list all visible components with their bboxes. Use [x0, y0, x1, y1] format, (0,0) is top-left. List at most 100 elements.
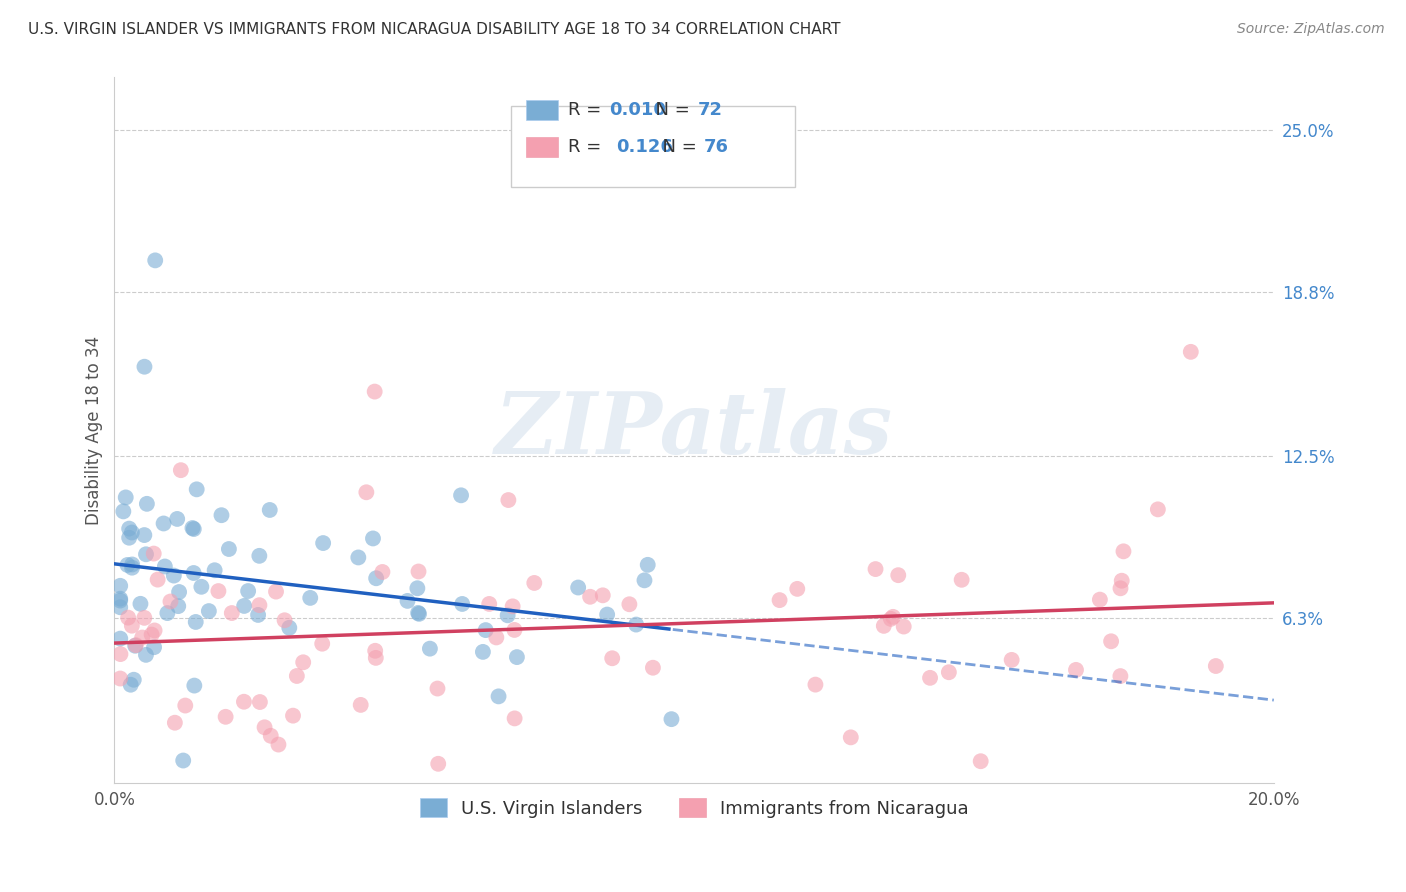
- Point: [108, 591, 131, 606]
- Point: [1112, 544, 1135, 558]
- Point: [163, 568, 186, 582]
- Point: [211, 508, 233, 523]
- Point: [839, 731, 862, 745]
- Point: [143, 624, 166, 638]
- Point: [918, 671, 941, 685]
- Point: [887, 568, 910, 582]
- Point: [1147, 502, 1170, 516]
- Point: [163, 715, 186, 730]
- Point: [134, 611, 156, 625]
- Point: [600, 651, 623, 665]
- Point: [281, 708, 304, 723]
- Point: [142, 547, 165, 561]
- FancyBboxPatch shape: [526, 137, 558, 157]
- Point: [247, 607, 270, 622]
- Point: [249, 695, 271, 709]
- Point: [214, 710, 236, 724]
- Point: [363, 384, 385, 399]
- Point: [249, 598, 271, 612]
- Point: [496, 608, 519, 623]
- Point: [641, 661, 664, 675]
- Point: [880, 612, 903, 626]
- Point: [167, 585, 190, 599]
- Point: [406, 581, 429, 595]
- Point: [183, 679, 205, 693]
- Point: [118, 531, 141, 545]
- Point: [396, 594, 419, 608]
- Point: [485, 631, 508, 645]
- Point: [596, 607, 619, 622]
- Point: [121, 618, 143, 632]
- Point: [1111, 574, 1133, 588]
- Point: [146, 573, 169, 587]
- Point: [364, 644, 387, 658]
- Point: [503, 711, 526, 725]
- Point: [253, 720, 276, 734]
- Legend: U.S. Virgin Islanders, Immigrants from Nicaragua: U.S. Virgin Islanders, Immigrants from N…: [412, 791, 976, 825]
- Point: [125, 638, 148, 652]
- Point: [124, 639, 146, 653]
- Text: 0.126: 0.126: [616, 138, 673, 156]
- Point: [523, 576, 546, 591]
- Point: [114, 491, 136, 505]
- Point: [503, 623, 526, 637]
- Point: [347, 550, 370, 565]
- Point: [371, 565, 394, 579]
- Text: N =: N =: [644, 101, 696, 119]
- Point: [121, 558, 143, 572]
- Point: [135, 547, 157, 561]
- Point: [159, 594, 181, 608]
- Point: [110, 647, 132, 661]
- Point: [131, 631, 153, 645]
- Point: [873, 619, 896, 633]
- Text: Source: ZipAtlas.com: Source: ZipAtlas.com: [1237, 22, 1385, 37]
- Text: 72: 72: [697, 101, 723, 119]
- Point: [1109, 582, 1132, 596]
- Point: [247, 549, 270, 563]
- Point: [260, 729, 283, 743]
- Point: [1001, 653, 1024, 667]
- Point: [366, 571, 388, 585]
- Point: [1064, 663, 1087, 677]
- Point: [893, 619, 915, 633]
- Point: [152, 516, 174, 531]
- Point: [134, 528, 156, 542]
- Point: [167, 599, 190, 614]
- Point: [117, 610, 139, 624]
- Point: [221, 606, 243, 620]
- Point: [184, 615, 207, 629]
- Point: [186, 483, 208, 497]
- Point: [117, 558, 139, 572]
- Point: [135, 648, 157, 662]
- Point: [108, 672, 131, 686]
- Point: [350, 698, 373, 712]
- Point: [299, 591, 322, 605]
- Point: [865, 562, 887, 576]
- Point: [218, 541, 240, 556]
- Point: [786, 582, 808, 596]
- Point: [506, 650, 529, 665]
- Point: [1099, 634, 1122, 648]
- Point: [882, 610, 904, 624]
- Point: [183, 566, 205, 580]
- Point: [624, 617, 647, 632]
- Point: [502, 599, 524, 614]
- Point: [183, 522, 205, 536]
- Point: [285, 669, 308, 683]
- Point: [122, 673, 145, 687]
- Point: [408, 565, 430, 579]
- Text: U.S. VIRGIN ISLANDER VS IMMIGRANTS FROM NICARAGUA DISABILITY AGE 18 TO 34 CORREL: U.S. VIRGIN ISLANDER VS IMMIGRANTS FROM …: [28, 22, 841, 37]
- Point: [567, 581, 589, 595]
- Point: [633, 574, 655, 588]
- Point: [181, 521, 204, 535]
- Point: [592, 588, 614, 602]
- Point: [1088, 592, 1111, 607]
- Point: [134, 359, 156, 374]
- Text: R =: R =: [568, 101, 607, 119]
- Point: [451, 597, 474, 611]
- Point: [970, 754, 993, 768]
- FancyBboxPatch shape: [510, 105, 794, 186]
- Point: [419, 641, 441, 656]
- Point: [361, 532, 384, 546]
- Point: [153, 559, 176, 574]
